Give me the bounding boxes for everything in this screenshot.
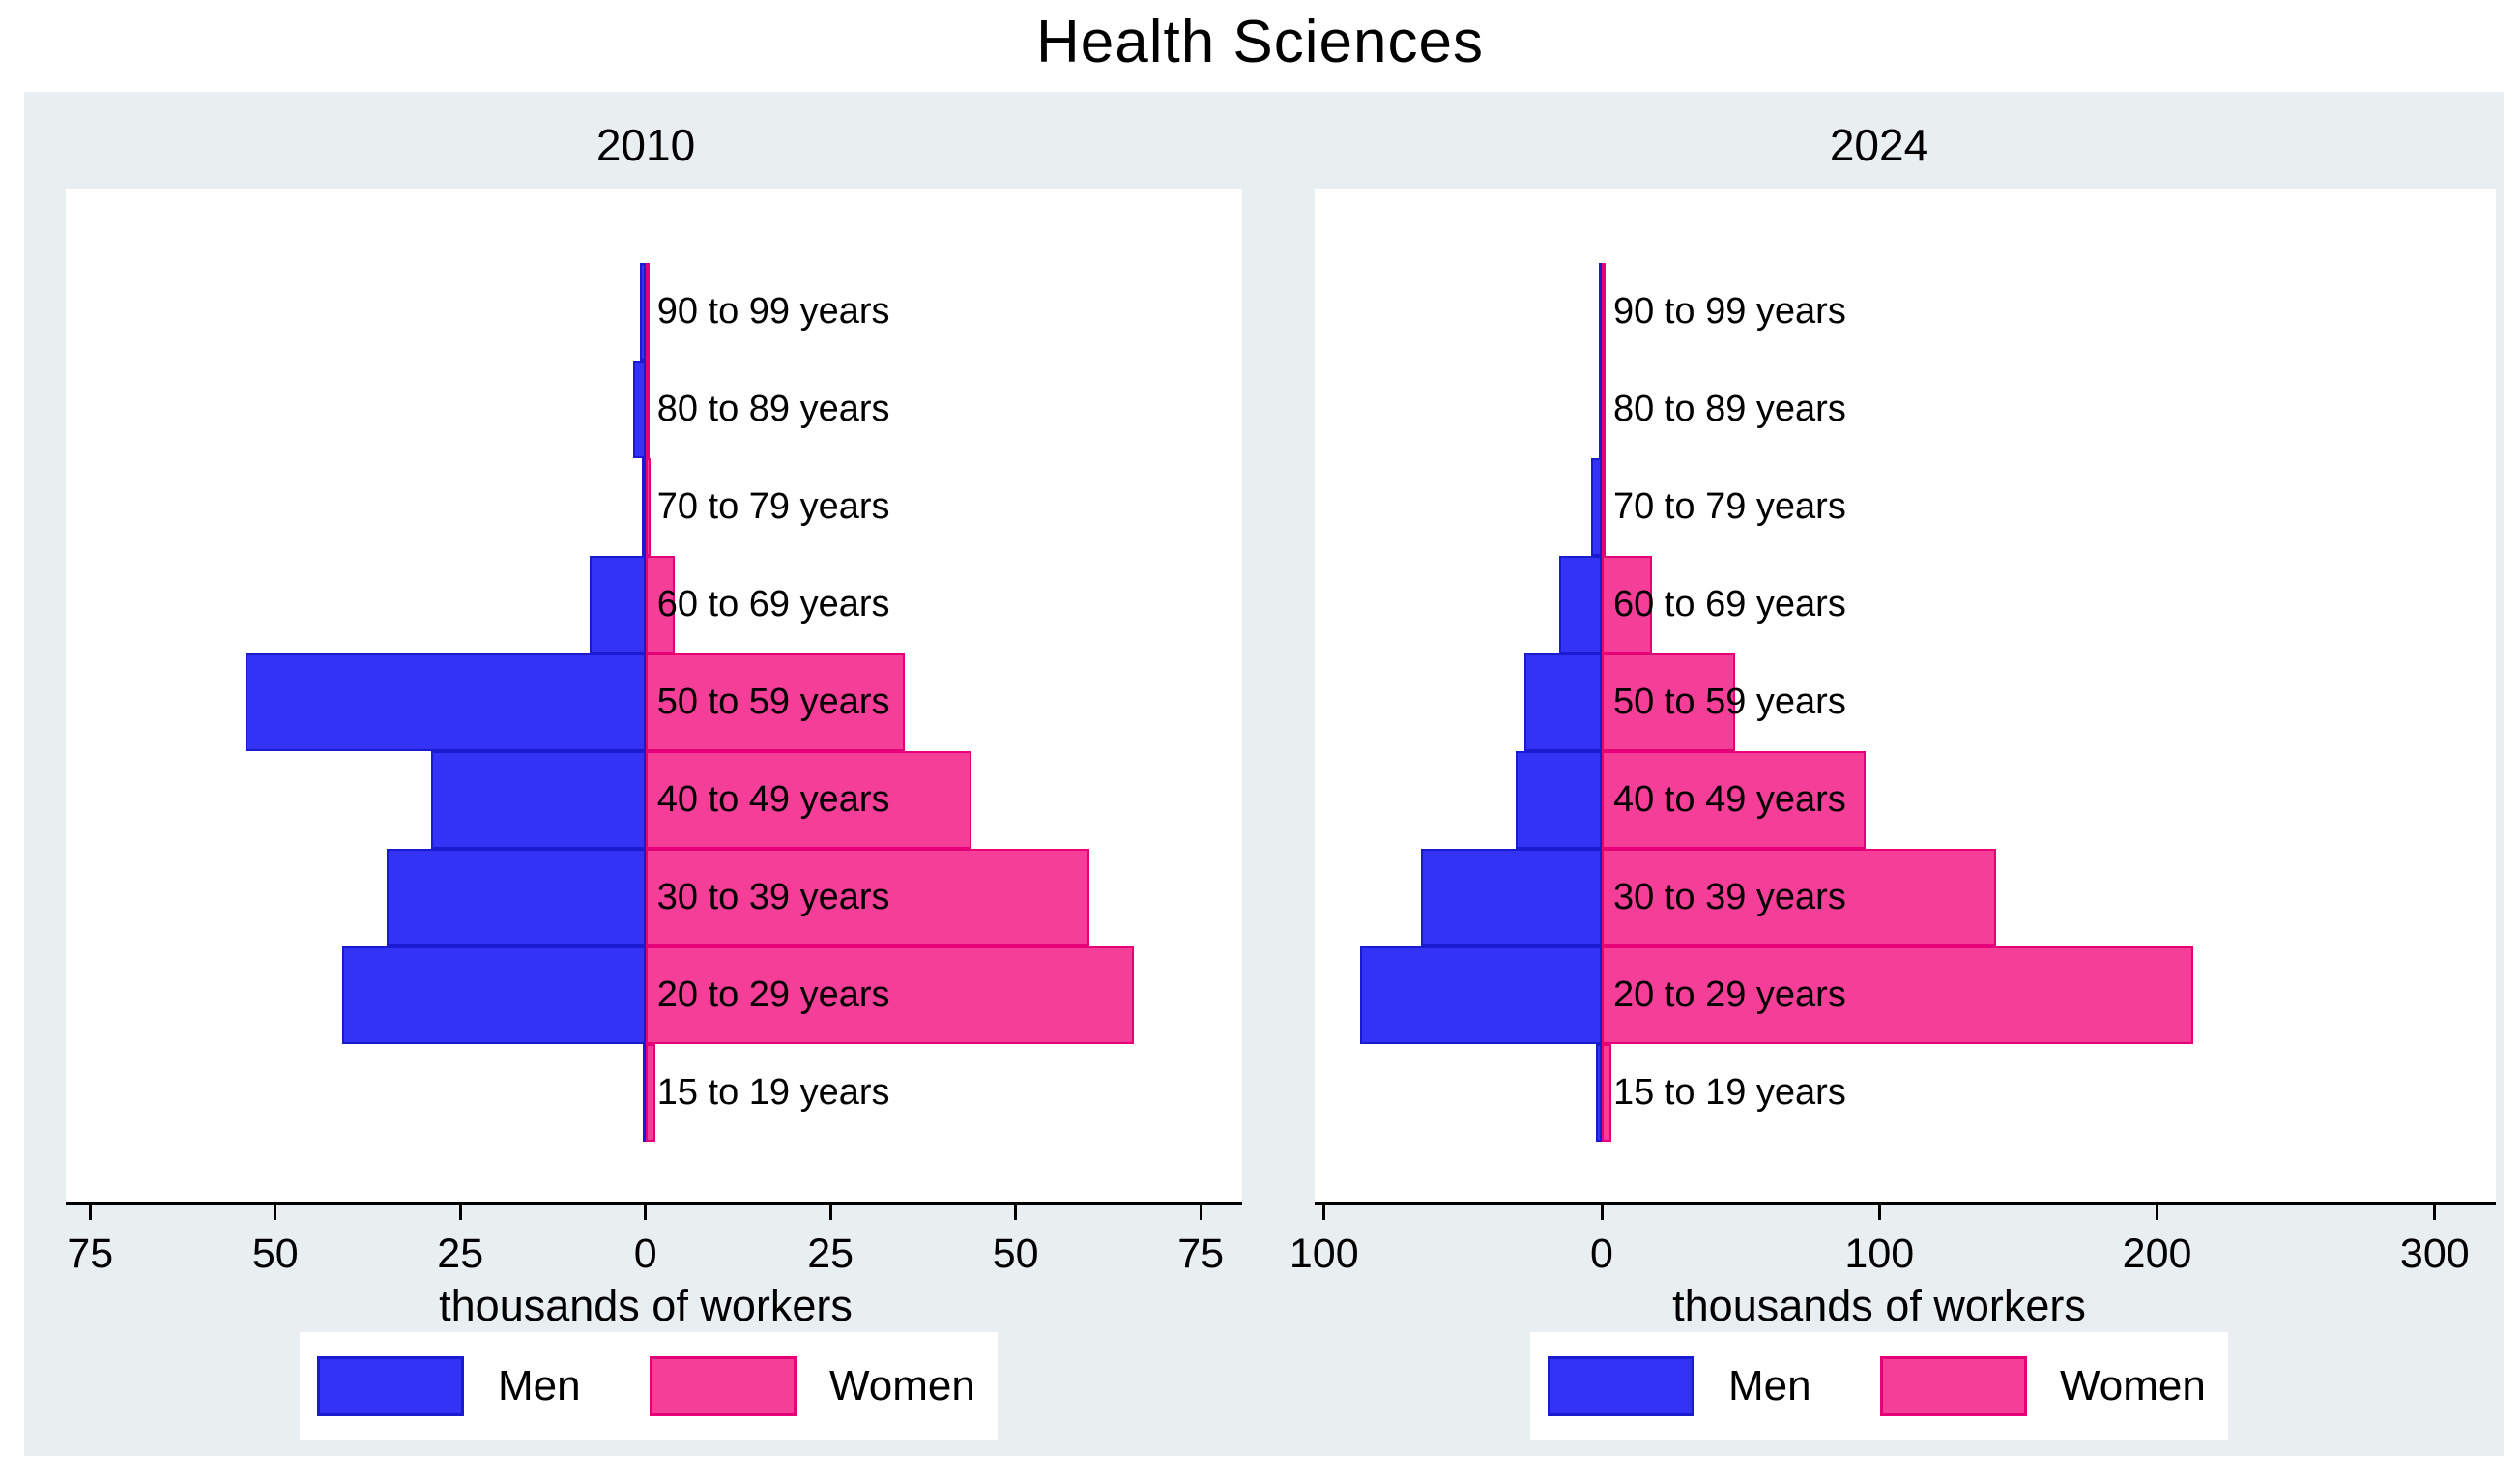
age-group-label: 80 to 89 years (1613, 389, 1846, 429)
men-legend-label: Men (1728, 1362, 1811, 1409)
bar-women-70-to-79-years (645, 458, 652, 556)
axis-tick (1014, 1202, 1018, 1220)
axis-tick-label: 50 (251, 1231, 299, 1277)
axis-tick (1322, 1202, 1326, 1220)
axis-tick-label: 0 (633, 1231, 657, 1277)
men-legend-label: Men (498, 1362, 581, 1409)
age-group-label: 15 to 19 years (1613, 1072, 1846, 1113)
women-legend-label: Women (2060, 1362, 2206, 1409)
bar-men-20-to-29-years (341, 946, 646, 1044)
bar-men-30-to-39-years (1421, 849, 1602, 946)
women-legend-swatch (1880, 1356, 2027, 1416)
age-group-label: 20 to 29 years (656, 974, 890, 1015)
axis-tick (1877, 1202, 1881, 1220)
x-axis-label: thousands of workers (1672, 1281, 2086, 1330)
age-group-label: 40 to 49 years (1613, 779, 1846, 820)
bar-women-90-to-99-years (645, 263, 650, 361)
x-axis-line (1315, 1202, 2496, 1205)
axis-tick-label: 25 (807, 1231, 854, 1277)
axis-tick (1199, 1202, 1202, 1220)
legend-2010: Men Women (300, 1332, 998, 1440)
bar-men-70-to-79-years (1590, 458, 1603, 556)
bar-men-15-to-19-years (1596, 1044, 1602, 1142)
axis-tick (2156, 1202, 2159, 1220)
age-group-label: 60 to 69 years (1613, 584, 1846, 624)
women-legend-swatch (650, 1356, 797, 1416)
bar-men-60-to-69-years (590, 556, 646, 653)
axis-tick-label: 300 (2399, 1231, 2470, 1277)
pyramid-panel-2010: 2010 90 to 99 years 80 to 89 years 70 to 7… (66, 120, 1242, 1330)
bar-men-70-to-79-years (641, 458, 646, 556)
legend-2024: Men Women (1530, 1332, 2228, 1440)
axis-tick (88, 1202, 92, 1220)
bar-women-40-to-49-years (1602, 751, 1866, 849)
bar-women-60-to-69-years (1602, 556, 1652, 653)
chart-title: Health Sciences (1035, 9, 1485, 75)
axis-tick (644, 1202, 648, 1220)
axis-tick-label: 0 (1590, 1231, 1613, 1277)
bar-women-50-to-59-years (1602, 653, 1735, 751)
bar-men-90-to-99-years (639, 263, 646, 361)
bar-men-30-to-39-years (386, 849, 646, 946)
age-group-label: 15 to 19 years (656, 1072, 890, 1113)
age-group-label: 70 to 79 years (1613, 486, 1846, 527)
bar-women-50-to-59-years (645, 653, 905, 751)
bar-men-40-to-49-years (430, 751, 646, 849)
age-group-label: 80 to 89 years (656, 389, 890, 429)
axis-tick-label: 25 (437, 1231, 484, 1277)
panel-title-2010: 2010 (595, 120, 696, 170)
bar-women-20-to-29-years (645, 946, 1135, 1044)
axis-tick-label: 75 (1177, 1231, 1225, 1277)
bar-women-20-to-29-years (1602, 946, 2193, 1044)
bar-women-90-to-99-years (1602, 263, 1607, 361)
x-axis-line (66, 1202, 1242, 1205)
bar-men-50-to-59-years (246, 653, 646, 751)
bar-women-40-to-49-years (645, 751, 971, 849)
age-group-label: 90 to 99 years (656, 291, 890, 332)
bar-women-15-to-19-years (645, 1044, 655, 1142)
bar-men-50-to-59-years (1523, 653, 1602, 751)
bar-men-80-to-89-years (632, 361, 646, 458)
women-legend-label: Women (829, 1362, 975, 1409)
bar-women-80-to-89-years (645, 361, 650, 458)
bar-women-30-to-39-years (1602, 849, 1996, 946)
panel-title-2024: 2024 (1829, 120, 1929, 170)
bar-men-15-to-19-years (642, 1044, 647, 1142)
axis-tick-label: 50 (992, 1231, 1039, 1277)
bar-women-15-to-19-years (1602, 1044, 1612, 1142)
bar-women-30-to-39-years (645, 849, 1090, 946)
age-group-label: 20 to 29 years (1613, 974, 1846, 1015)
age-group-label: 50 to 59 years (1613, 682, 1846, 722)
x-axis-label: thousands of workers (439, 1281, 853, 1330)
age-group-label: 30 to 39 years (656, 877, 890, 917)
bar-men-60-to-69-years (1558, 556, 1603, 653)
bar-men-20-to-29-years (1360, 946, 1603, 1044)
age-group-label: 90 to 99 years (1613, 291, 1846, 332)
axis-tick-label: 100 (1844, 1231, 1915, 1277)
bar-women-70-to-79-years (1602, 458, 1607, 556)
axis-tick-label: 200 (2122, 1231, 2192, 1277)
age-group-label: 40 to 49 years (656, 779, 890, 820)
bar-women-60-to-69-years (645, 556, 676, 653)
bar-men-40-to-49-years (1515, 751, 1603, 849)
age-group-label: 30 to 39 years (1613, 877, 1846, 917)
bar-women-80-to-89-years (1602, 361, 1607, 458)
men-legend-swatch (317, 1356, 464, 1416)
axis-tick (458, 1202, 462, 1220)
axis-tick-label: 100 (1289, 1231, 1359, 1277)
age-group-label: 60 to 69 years (656, 584, 890, 624)
men-legend-swatch (1548, 1356, 1694, 1416)
age-group-label: 50 to 59 years (656, 682, 890, 722)
axis-tick (828, 1202, 832, 1220)
age-group-label: 70 to 79 years (656, 486, 890, 527)
axis-tick (2433, 1202, 2437, 1220)
axis-tick (274, 1202, 277, 1220)
pyramid-panel-2024: 2024 90 to 99 years 80 to 89 years 70 to 7… (1289, 120, 2496, 1330)
axis-tick-label: 75 (67, 1231, 114, 1277)
axis-tick (1600, 1202, 1604, 1220)
